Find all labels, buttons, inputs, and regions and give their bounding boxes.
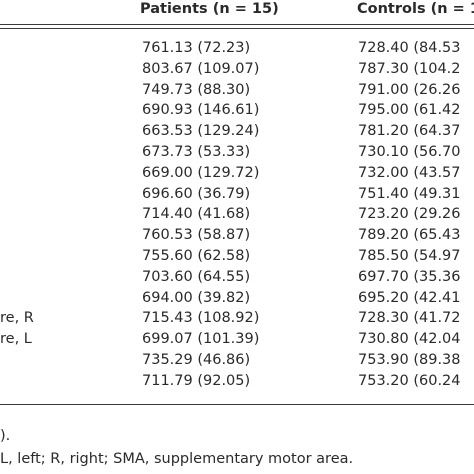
controls-value: 723.20 (29.26 bbox=[358, 206, 461, 223]
controls-value: 730.80 (42.04 bbox=[358, 331, 461, 348]
patients-value: 699.07 (101.39) bbox=[142, 331, 260, 348]
patients-value: 673.73 (53.33) bbox=[142, 143, 251, 160]
table-row: re, L 699.07 (101.39) 730.80 (42.04 bbox=[0, 329, 474, 350]
table-row: 673.73 (53.33) 730.10 (56.70 bbox=[0, 142, 474, 163]
table-row: 703.60 (64.55) 697.70 (35.36 bbox=[0, 267, 474, 288]
header-bottom-rule bbox=[0, 28, 474, 29]
table-row: 749.73 (88.30) 791.00 (26.26 bbox=[0, 80, 474, 101]
controls-value: 781.20 (64.37 bbox=[358, 123, 461, 140]
table-row: 663.53 (129.24) 781.20 (64.37 bbox=[0, 121, 474, 142]
patients-value: 735.29 (46.86) bbox=[142, 351, 251, 368]
patients-value: 696.60 (36.79) bbox=[142, 185, 251, 202]
footnote-abbreviation-end: ). bbox=[0, 428, 11, 444]
patients-value: 669.00 (129.72) bbox=[142, 164, 260, 181]
table-row: 761.13 (72.23) 728.40 (84.53 bbox=[0, 38, 474, 59]
header-top-rule bbox=[0, 24, 474, 25]
table-row: 714.40 (41.68) 723.20 (29.26 bbox=[0, 204, 474, 225]
controls-column-header: Controls (n = 10 bbox=[357, 1, 474, 17]
table-bottom-rule bbox=[0, 404, 474, 405]
controls-value: 753.90 (89.38 bbox=[358, 351, 461, 368]
patients-value: 749.73 (88.30) bbox=[142, 81, 251, 98]
patients-value: 703.60 (64.55) bbox=[142, 268, 251, 285]
controls-value: 728.40 (84.53 bbox=[358, 40, 461, 56]
controls-value: 787.30 (104.2 bbox=[358, 60, 461, 77]
table-row: 735.29 (46.86) 753.90 (89.38 bbox=[0, 350, 474, 371]
patients-value: 711.79 (92.05) bbox=[142, 372, 251, 389]
patients-value: 760.53 (58.87) bbox=[142, 227, 251, 244]
controls-value: 791.00 (26.26 bbox=[358, 81, 461, 98]
patients-value: 694.00 (39.82) bbox=[142, 289, 251, 306]
controls-value: 789.20 (65.43 bbox=[358, 227, 461, 244]
table-body: 761.13 (72.23) 728.40 (84.53 803.67 (109.0… bbox=[0, 38, 474, 392]
patients-value: 803.67 (109.07) bbox=[142, 60, 260, 77]
controls-value: 697.70 (35.36 bbox=[358, 268, 461, 285]
table-row: 690.93 (146.61) 795.00 (61.42 bbox=[0, 100, 474, 121]
patients-column-header: Patients (n = 15) bbox=[140, 1, 279, 17]
controls-value: 728.30 (41.72 bbox=[358, 310, 461, 327]
controls-value: 785.50 (54.97 bbox=[358, 247, 461, 264]
table-row: 694.00 (39.82) 695.20 (42.41 bbox=[0, 288, 474, 309]
footnote-abbreviations: L, left; R, right; SMA, supplementary mo… bbox=[0, 451, 354, 467]
controls-value: 753.20 (60.24 bbox=[358, 372, 461, 389]
controls-value: 730.10 (56.70 bbox=[358, 143, 461, 160]
patients-value: 761.13 (72.23) bbox=[142, 40, 251, 56]
table-row: 711.79 (92.05) 753.20 (60.24 bbox=[0, 371, 474, 392]
controls-value: 732.00 (43.57 bbox=[358, 164, 461, 181]
patients-value: 663.53 (129.24) bbox=[142, 123, 260, 140]
row-label: re, L bbox=[0, 331, 32, 348]
table-row: 696.60 (36.79) 751.40 (49.31 bbox=[0, 184, 474, 205]
table-row: re, R 715.43 (108.92) 728.30 (41.72 bbox=[0, 308, 474, 329]
controls-value: 795.00 (61.42 bbox=[358, 102, 461, 119]
table-row: 760.53 (58.87) 789.20 (65.43 bbox=[0, 225, 474, 246]
controls-value: 695.20 (42.41 bbox=[358, 289, 461, 306]
table-row: 669.00 (129.72) 732.00 (43.57 bbox=[0, 163, 474, 184]
controls-value: 751.40 (49.31 bbox=[358, 185, 461, 202]
row-label: re, R bbox=[0, 310, 34, 327]
patients-value: 755.60 (62.58) bbox=[142, 247, 251, 264]
patients-value: 715.43 (108.92) bbox=[142, 310, 260, 327]
table-row: 755.60 (62.58) 785.50 (54.97 bbox=[0, 246, 474, 267]
patients-value: 714.40 (41.68) bbox=[142, 206, 251, 223]
table-row: 803.67 (109.07) 787.30 (104.2 bbox=[0, 59, 474, 80]
patients-value: 690.93 (146.61) bbox=[142, 102, 260, 119]
